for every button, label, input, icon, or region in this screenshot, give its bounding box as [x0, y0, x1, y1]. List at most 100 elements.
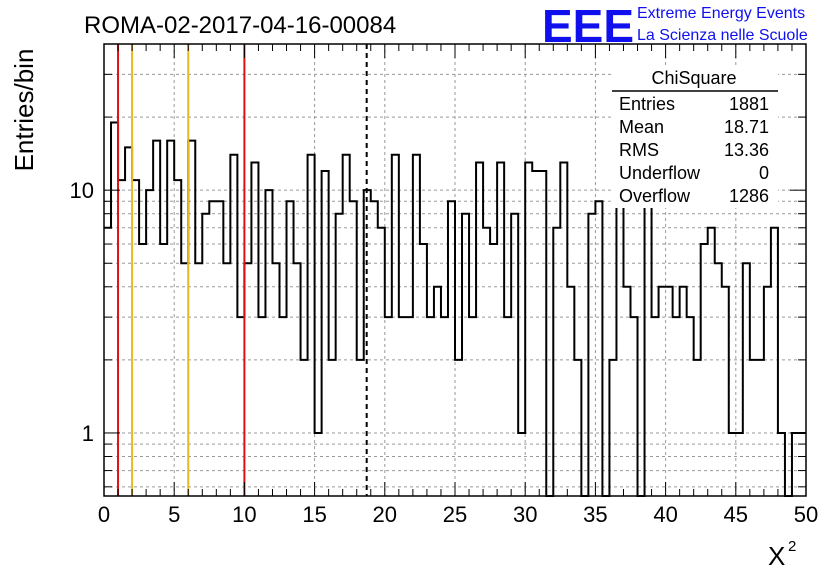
- histogram-bin: [329, 360, 336, 496]
- histogram-bin: [532, 171, 539, 496]
- histogram-bin: [146, 190, 153, 496]
- histogram-bin: [244, 263, 251, 496]
- histogram-bin: [764, 287, 771, 496]
- histogram-bin: [462, 214, 469, 496]
- histogram-bin: [455, 360, 462, 496]
- histogram-bin: [188, 141, 195, 496]
- histogram-bin: [511, 214, 518, 496]
- histogram-bin: [743, 263, 750, 496]
- stats-box-background: [612, 66, 778, 208]
- histogram-bin: [504, 317, 511, 496]
- histogram-bin: [588, 214, 595, 496]
- histogram-bin: [195, 263, 202, 496]
- y-tick-labels: 1 10: [70, 178, 94, 446]
- histogram-bin: [518, 433, 525, 496]
- histogram-bin: [343, 155, 350, 496]
- stats-title: ChiSquare: [651, 68, 736, 88]
- histogram-bin: [357, 360, 364, 496]
- histogram-bin: [301, 360, 308, 496]
- stats-value: 0: [759, 163, 769, 183]
- stats-box: ChiSquare Entries 1881 Mean 18.71 RMS 13.36 Un…: [612, 66, 778, 208]
- histogram-bin: [771, 228, 778, 496]
- stats-value: 1881: [729, 94, 769, 114]
- histogram-bin: [413, 155, 420, 496]
- histogram-bin: [525, 163, 532, 496]
- histogram-bin: [595, 201, 602, 496]
- histogram-bin: [258, 317, 265, 496]
- histogram-bin: [694, 360, 701, 496]
- y-axis-title: Entries/bin: [9, 49, 39, 172]
- stats-label: Mean: [619, 117, 664, 137]
- histogram-bin: [609, 360, 616, 496]
- chart-title: ROMA-02-2017-04-16-00084: [84, 12, 396, 39]
- histogram-bin: [350, 201, 357, 496]
- histogram-bin: [118, 180, 125, 496]
- histogram-bin: [167, 141, 174, 496]
- histogram-bin: [111, 122, 118, 496]
- histogram-bin: [623, 287, 630, 496]
- histogram-bin: [202, 214, 209, 496]
- x-tick-label: 0: [98, 502, 110, 527]
- histogram-bin: [778, 433, 785, 496]
- x-tick-label: 45: [724, 502, 748, 527]
- stats-value: 1286: [729, 186, 769, 206]
- histogram-bin: [223, 263, 230, 496]
- histogram-bin: [315, 433, 322, 496]
- histogram-bin: [230, 155, 237, 496]
- histogram-bin: [378, 228, 385, 496]
- histogram-bin: [560, 163, 567, 496]
- histogram-bin: [553, 228, 560, 496]
- histogram-bin: [420, 244, 427, 496]
- histogram-bin: [434, 287, 441, 496]
- histogram-bin: [265, 190, 272, 496]
- histogram-bin: [125, 147, 132, 496]
- histogram-bin: [757, 360, 764, 496]
- histogram-bin: [104, 228, 111, 496]
- histogram-bin: [322, 171, 329, 496]
- y-tick-label: 10: [70, 178, 94, 203]
- histogram-bin: [280, 317, 287, 496]
- histogram-bin: [385, 317, 392, 496]
- histogram-bin: [272, 263, 279, 496]
- histogram-bin: [399, 317, 406, 496]
- histogram-bin: [308, 155, 315, 496]
- histogram-bin: [448, 201, 455, 496]
- x-tick-label: 20: [373, 502, 397, 527]
- histogram-bin: [673, 317, 680, 496]
- histogram-bin: [469, 317, 476, 496]
- histogram-bin: [701, 244, 708, 496]
- eee-logo: EEE Extreme Energy Events La Scienza nel…: [542, 0, 808, 52]
- histogram-bin: [237, 317, 244, 496]
- histogram-bin: [294, 263, 301, 496]
- x-tick-label: 35: [583, 502, 607, 527]
- histogram-bin: [750, 360, 757, 496]
- histogram-bin: [659, 287, 666, 496]
- stats-label: Underflow: [619, 163, 701, 183]
- histogram-bin: [687, 317, 694, 496]
- histogram-bin: [680, 287, 687, 496]
- histogram-bin: [427, 317, 434, 496]
- histogram-bin: [729, 433, 736, 496]
- histogram-bin: [476, 163, 483, 496]
- histogram-bin: [792, 433, 799, 496]
- histogram-bin: [209, 201, 216, 496]
- histogram-bin: [181, 263, 188, 496]
- histogram-bin: [160, 244, 167, 496]
- x-tick-label: 25: [443, 502, 467, 527]
- histogram-bin: [336, 214, 343, 496]
- histogram-bin: [139, 244, 146, 496]
- histogram-bin: [715, 263, 722, 496]
- x-tick-label: 10: [232, 502, 256, 527]
- x-tick-label: 30: [513, 502, 537, 527]
- histogram-bin: [153, 141, 160, 496]
- axis-ticks: [103, 44, 807, 496]
- histogram-bin: [539, 171, 546, 496]
- histogram-bin: [441, 317, 448, 496]
- histogram-bin: [574, 360, 581, 496]
- x-tick-labels: 0 5 10 15 20 25 30 35 40 45 50: [98, 502, 818, 527]
- histogram-bin: [406, 317, 413, 496]
- histogram-bin: [287, 201, 294, 496]
- histogram-bin: [216, 201, 223, 496]
- stats-label: Entries: [619, 94, 675, 114]
